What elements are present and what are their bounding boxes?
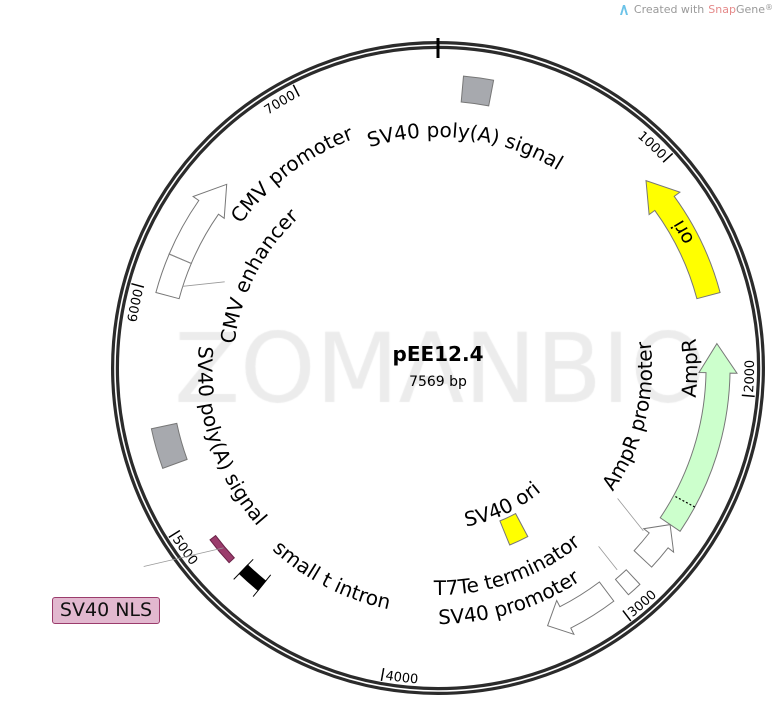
label-ampr: AmpR bbox=[677, 338, 703, 399]
snapgene-logo-icon bbox=[619, 4, 628, 15]
feature-cmv-promoter[interactable] bbox=[168, 183, 228, 265]
feature-ampr-promoter[interactable] bbox=[633, 524, 675, 568]
tick-6000 bbox=[131, 282, 145, 288]
plasmid-length: 7569 bp bbox=[409, 374, 467, 390]
feature-ori[interactable] bbox=[645, 179, 721, 300]
feature-label-sv40-nls[interactable]: SV40 NLS bbox=[52, 597, 160, 624]
label-small-t-intron: small t intron bbox=[269, 535, 393, 614]
label-sv40-polya-left: SV40 poly(A) signal bbox=[193, 345, 272, 529]
tick-4000 bbox=[380, 667, 385, 682]
feature-sv40-ori[interactable] bbox=[499, 512, 529, 546]
tick-1000 bbox=[662, 152, 674, 163]
label-sv40-polya-top: SV40 poly(A) signal bbox=[364, 118, 567, 175]
credit-prefix: Created with bbox=[633, 3, 705, 16]
feature-sv40-poly-a-signal-top[interactable] bbox=[460, 75, 495, 107]
leader-sv40-nls bbox=[143, 547, 224, 567]
tick-label-2000: 2000 bbox=[742, 360, 758, 393]
credit-reg: ® bbox=[765, 3, 773, 12]
tick-label-4000: 4000 bbox=[384, 669, 418, 688]
leader-ampr-promoter bbox=[617, 498, 644, 532]
tick-5000 bbox=[168, 529, 181, 539]
feature-small-t-intron[interactable] bbox=[238, 564, 267, 592]
tick-7000 bbox=[292, 84, 300, 97]
tick-label-6000: 6000 bbox=[126, 288, 147, 324]
plasmid-name: pEE12.4 bbox=[393, 342, 484, 366]
cmv-divider bbox=[169, 253, 192, 264]
feature-sv40-poly-a-signal-left[interactable] bbox=[150, 422, 188, 469]
label-cmv-enhancer: CMV enhancer bbox=[216, 203, 304, 345]
leader-t7te bbox=[598, 546, 618, 571]
tick-2000 bbox=[741, 394, 755, 398]
feature-t7te-terminator[interactable] bbox=[614, 569, 641, 596]
feature-sv40-promoter[interactable] bbox=[546, 581, 615, 636]
leader-cmv-enhancer bbox=[182, 281, 225, 287]
credit-brand-gene: Gene bbox=[735, 3, 765, 16]
credit-brand-snap: Snap bbox=[708, 3, 736, 16]
tick-3000 bbox=[622, 610, 632, 622]
feature-sv40-nls[interactable] bbox=[209, 534, 236, 564]
snapgene-credit: Created with Snap Gene ® bbox=[618, 3, 773, 16]
label-ampr-promoter: AmpR promoter bbox=[597, 340, 657, 495]
